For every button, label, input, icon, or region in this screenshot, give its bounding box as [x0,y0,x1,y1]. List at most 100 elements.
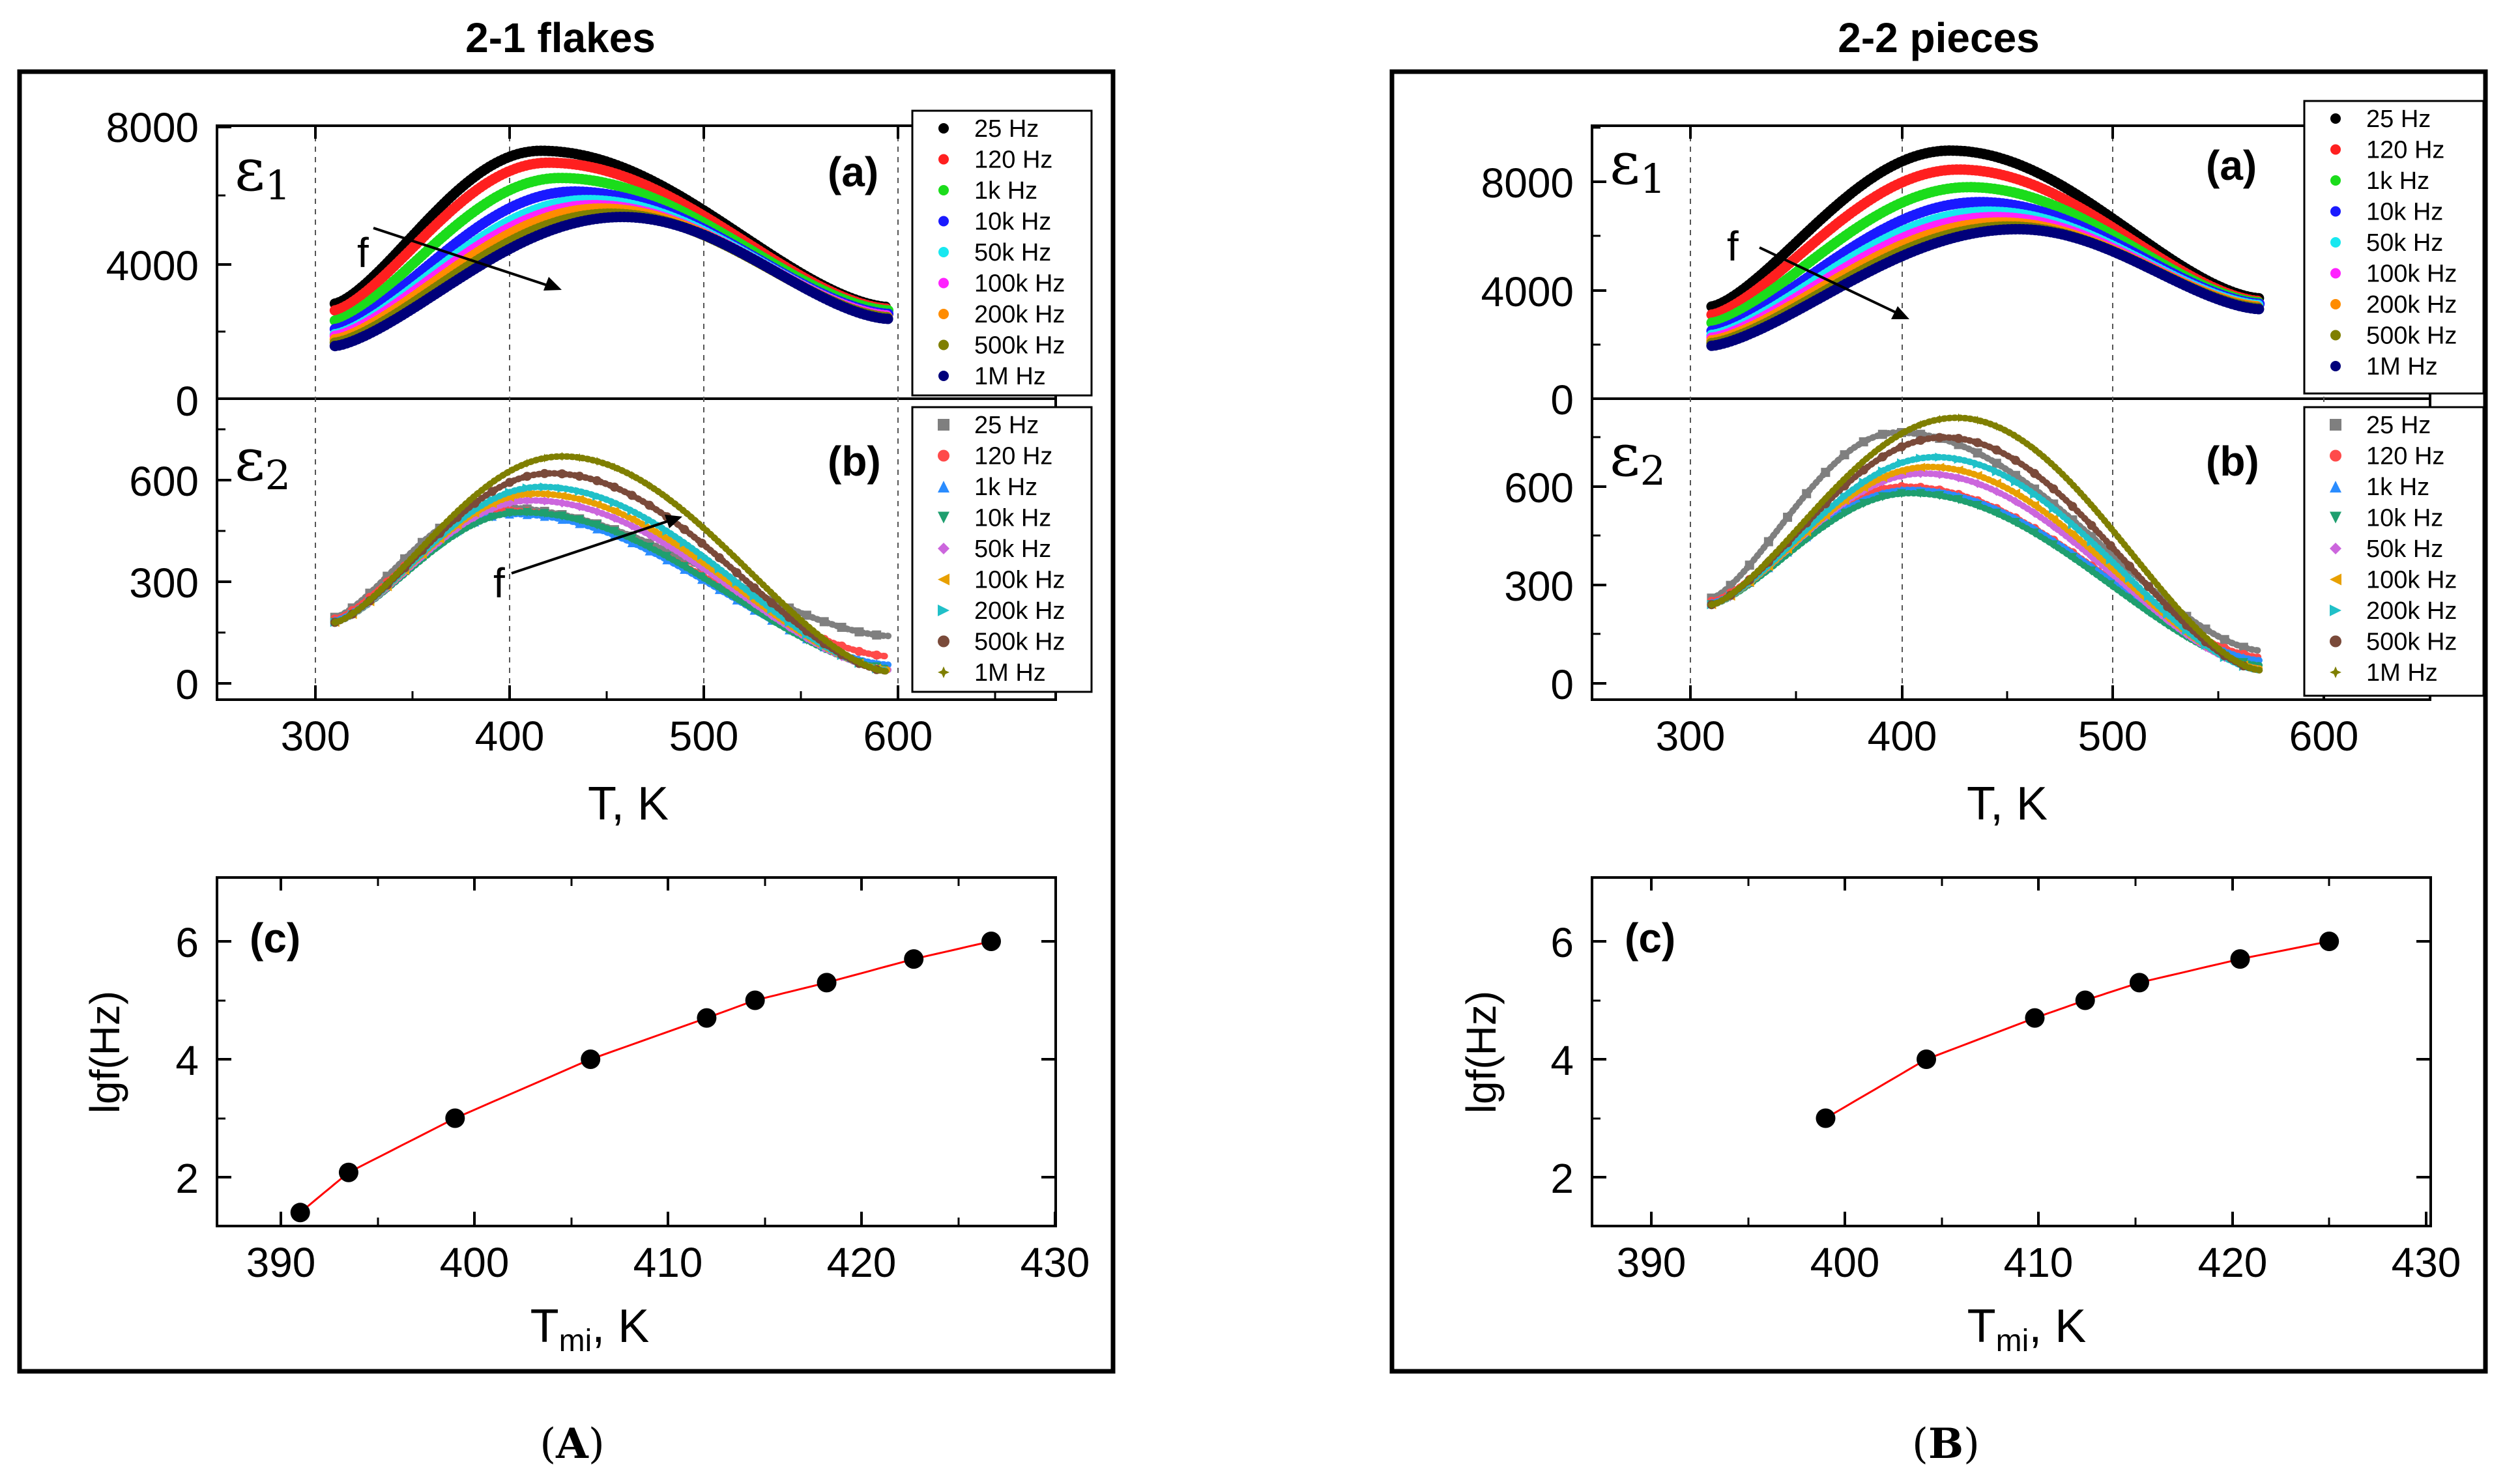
eps2-data-point [1973,448,1982,458]
y-tick-label: 0 [175,378,199,425]
legend-marker [2330,144,2341,155]
eps2-data-point [1916,489,1926,498]
eps2-data-point [644,530,654,540]
eps2-data-point [1935,470,1945,479]
legend-marker [2330,511,2341,524]
eps2-data-point [2106,523,2115,533]
eps2-data-point [749,591,759,601]
eps2-data-point [2049,461,2059,470]
legend-entry: 1M Hz [974,659,1046,687]
legend-entry: 200k Hz [974,301,1065,328]
legend-marker [938,278,949,289]
fit-data-point [1816,1108,1836,1128]
eps2-data-point [2030,500,2040,510]
eps2-data-point [662,552,672,562]
legend-marker [2330,449,2341,462]
eps2-data-point [557,469,567,479]
y-axis-label: lgf(Hz) [81,991,128,1113]
legend-entry: 500k Hz [2366,322,2457,350]
eps2-data-point [2068,502,2078,511]
fit-line [299,940,992,1214]
eps2-data-point [557,491,567,500]
eps2-data-point [697,572,707,582]
eps2-data-point [1954,465,1963,475]
eps2-data-point [1877,441,1887,451]
eps2-data-point [2030,508,2040,518]
f-label: f [493,560,505,606]
eps2-y-ticks: 0 300 600 [1504,436,1606,708]
eps2-data-point [2144,582,2154,592]
eps1-series-line [334,214,889,349]
fit-plot-group [290,932,1001,1223]
eps2-data-point [644,543,654,552]
eps2-data-point [487,512,497,522]
y-axis-label: lgf(Hz) [1458,991,1505,1113]
legend-entry: 200k Hz [974,597,1065,625]
legend-marker [938,511,949,524]
eps2-data-point [2010,431,2020,441]
eps2-data-point [1783,513,1793,522]
eps2-data-point [2124,562,2134,571]
y-tick-label: 2 [175,1155,199,1202]
legend-entry: 1M Hz [2366,659,2438,687]
eps2-data-point [575,487,585,496]
eps2-data-point [2049,504,2059,513]
legend-entry: 10k Hz [974,208,1051,236]
subplot-label-b: (b) [2206,438,2259,485]
eps2-data-point [1745,574,1754,584]
eps2-data-point [1897,429,1906,438]
eps2-data-point [609,513,619,523]
eps2-data-point [522,472,532,481]
eps1-y-ticks: 0 4000 8000 [1481,126,1606,423]
legend-entry: 25 Hz [974,412,1039,439]
eps2-data-point [417,542,427,552]
eps2-data-point [1935,414,1945,424]
eps2-data-point [1821,494,1831,504]
eps2-data-point [2144,569,2154,579]
legend-entry: 100k Hz [974,270,1065,298]
legend-entry: 10k Hz [974,505,1051,532]
eps2-data-point [522,507,532,517]
eps2-data-point [644,515,654,525]
eps2-data-point [2010,488,2020,498]
legend-entry: 500k Hz [2366,629,2457,656]
legend-marker [2330,268,2341,279]
eps2-data-point [1897,489,1906,498]
x-tick-label: 390 [1617,1239,1687,1286]
panel-title: 2-2 pieces [1838,14,2040,61]
legend-marker [2330,419,2341,431]
arrow-icon [1759,246,1909,319]
eps2-data-point [540,468,549,478]
fit-data-point [290,1203,310,1223]
fit-data-point [2230,949,2250,969]
fit-axes-frame [1591,876,2432,1227]
fit-data-point [2025,1008,2045,1028]
eps2-data-point [2010,517,2020,527]
eps2-data-point [365,595,375,605]
eps2-data-point [2201,624,2210,634]
legend-entry: 500k Hz [974,332,1065,360]
legend-entry: 1M Hz [2366,353,2438,380]
legend-marker [2330,330,2341,341]
eps2-data-point [680,538,689,548]
fit-data-point [697,1008,717,1028]
eps2-data-point [330,618,340,627]
eps2-data-point [714,537,724,547]
x-tick-label: 400 [475,713,545,760]
y-tick-label: 300 [129,560,199,606]
eps2-data-point [2030,489,2040,499]
f-label: f [1727,223,1739,270]
legend-marker [2330,361,2341,371]
x-tick-label: 420 [2198,1239,2268,1286]
y-tick-label: 4000 [1481,268,1574,315]
eps2-data-point [2010,455,2020,465]
eps1-symbol: ε1 [235,136,291,209]
eps2-data-point [732,577,742,587]
eps2-data-point [609,498,619,507]
eps2-data-point [1707,600,1716,610]
eps2-data-point [505,466,514,476]
legend-marker [2330,113,2341,124]
eps2-symbol: ε2 [235,426,291,499]
eps2-data-point [1916,420,1926,429]
